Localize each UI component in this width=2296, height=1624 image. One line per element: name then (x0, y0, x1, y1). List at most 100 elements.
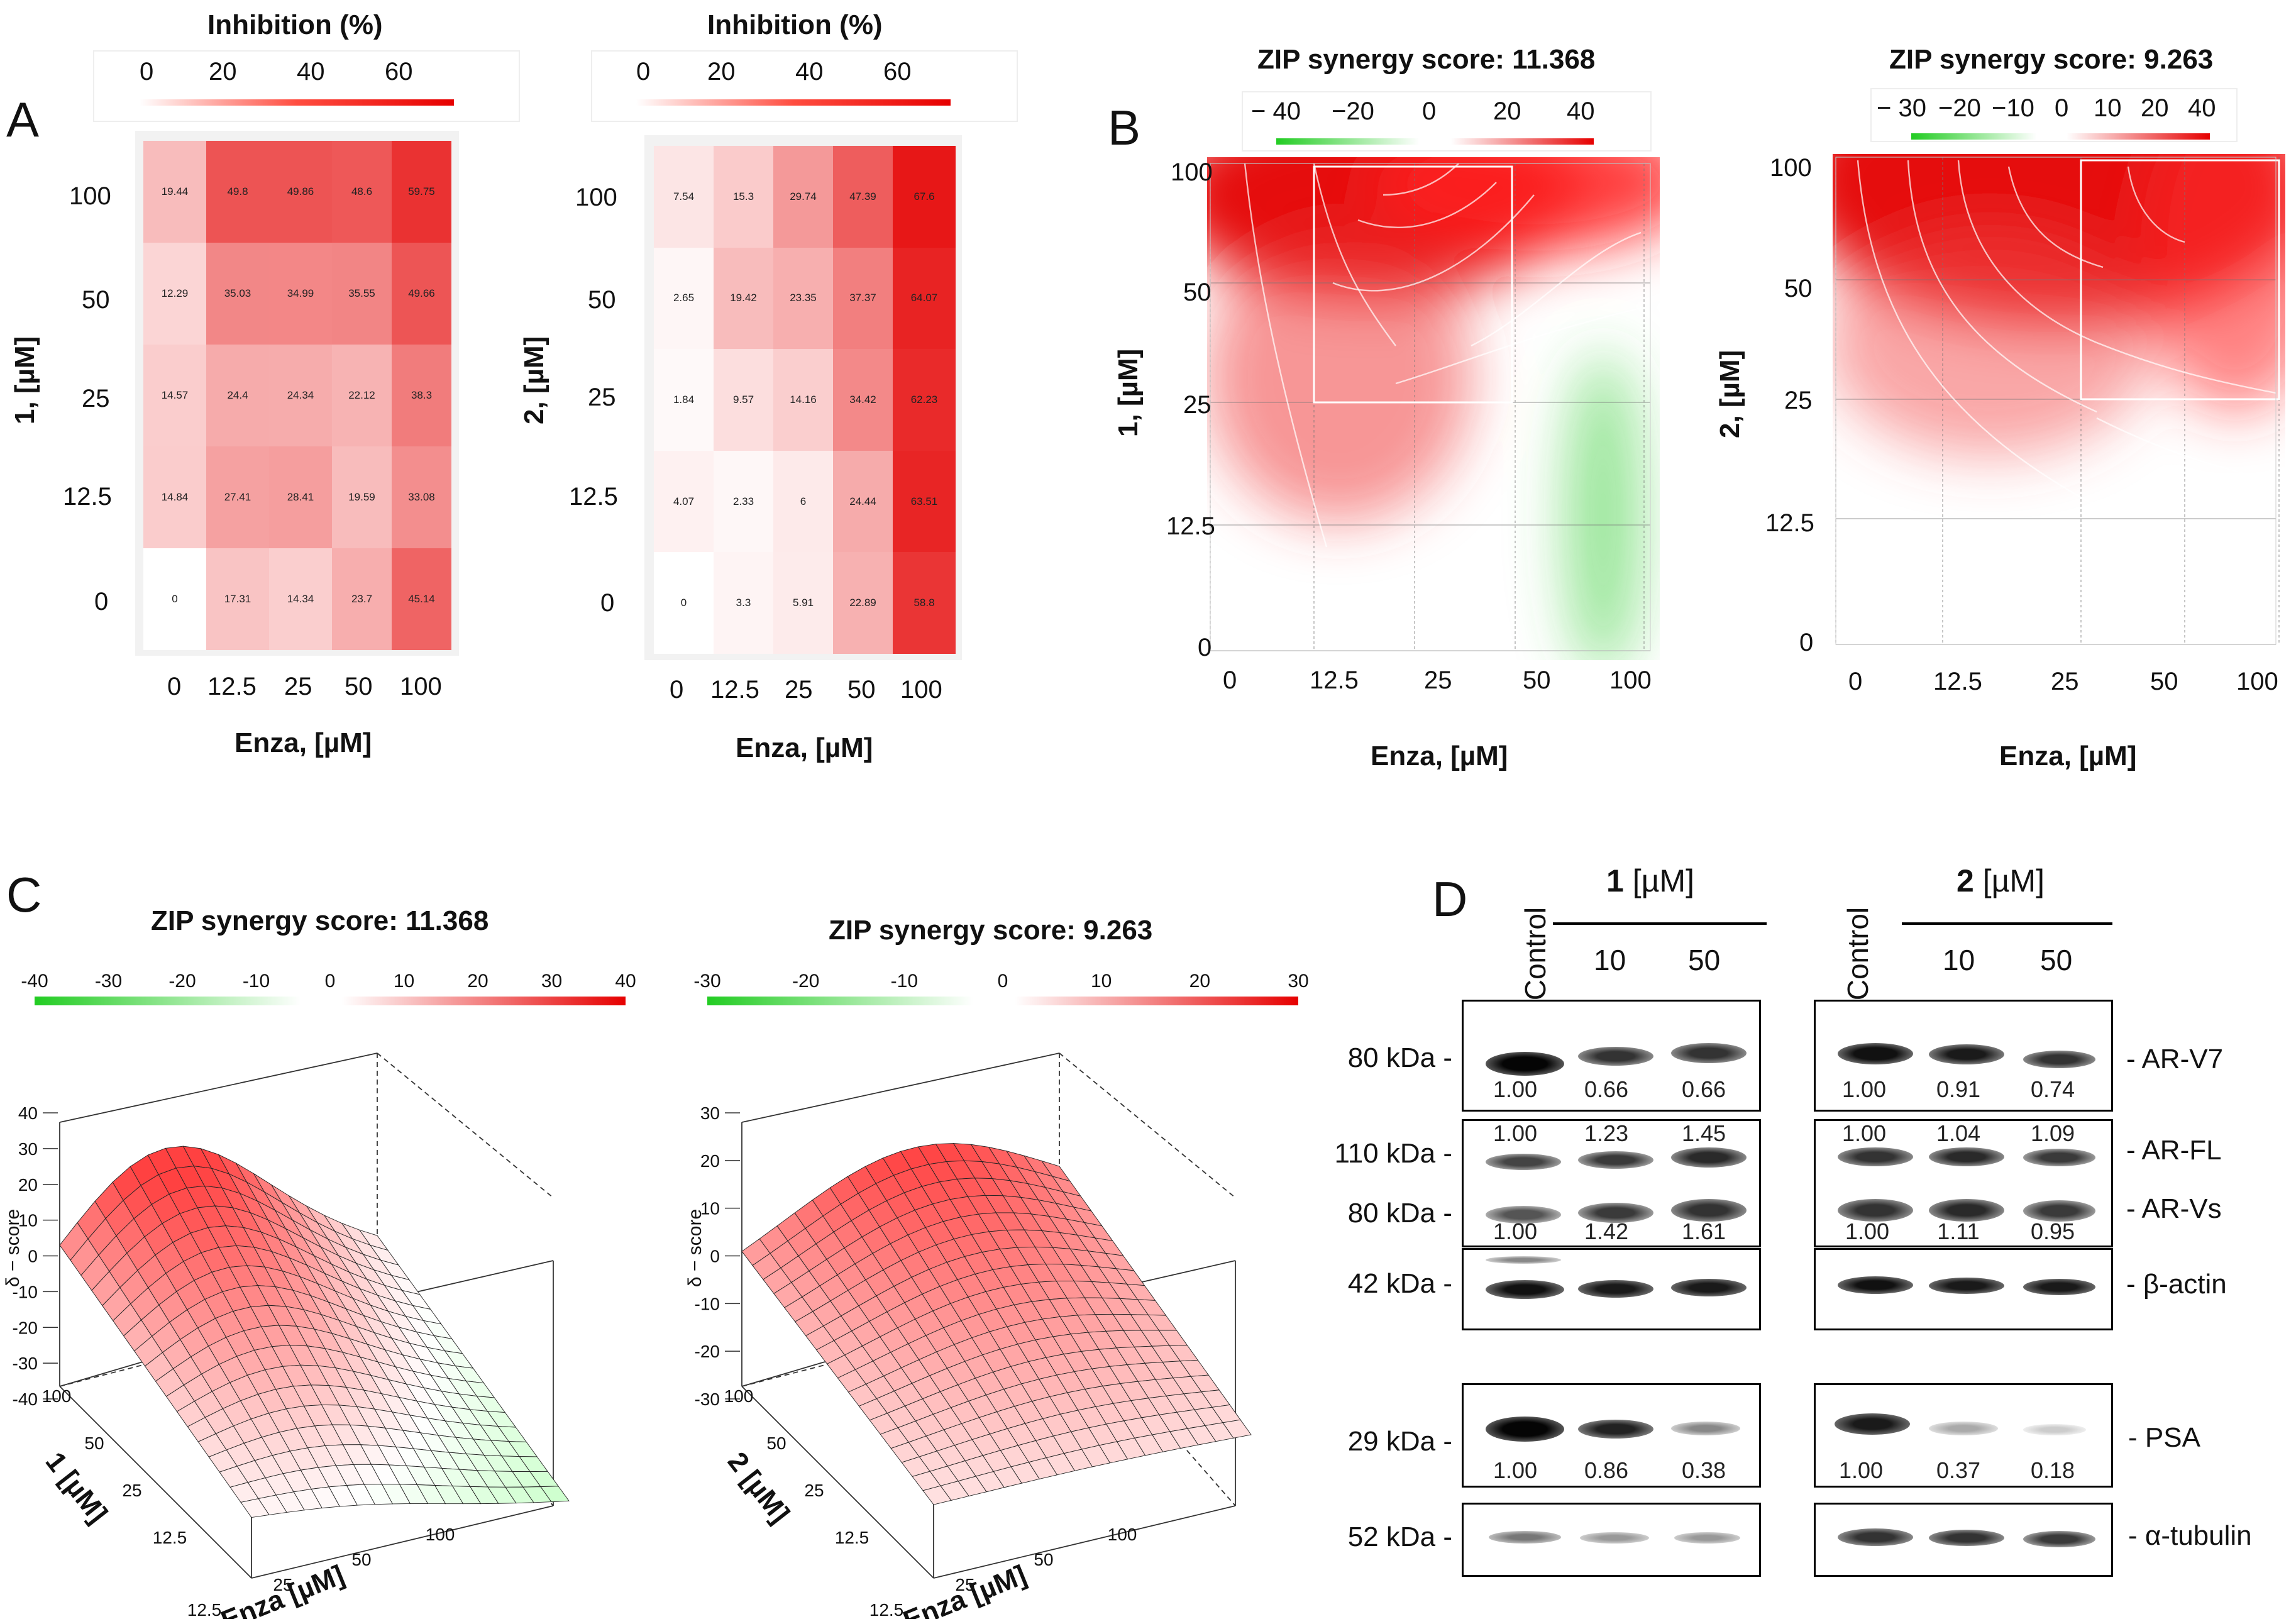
heatmap-cell: 14.57 (143, 345, 206, 446)
box-edge (933, 1505, 1236, 1579)
heatmap-cell: 45.14 (392, 548, 451, 650)
kda-arvs: 80 kDa - (1347, 1198, 1452, 1229)
heatmap-cell: 2.65 (654, 247, 714, 350)
quant-value: 0.66 (1681, 1076, 1726, 1102)
heatmap-cell: 24.44 (833, 450, 893, 553)
z-tick: 40 (18, 1103, 38, 1123)
heatmap-cell: 34.42 (833, 349, 893, 451)
dose-label: 50 (1688, 944, 1721, 976)
z-axis-label: δ − score (3, 1209, 23, 1287)
y-axis-label: 2 [µM] (722, 1447, 795, 1529)
group1-header: 1 [µM] (1606, 863, 1694, 899)
panel-b-left-contour (1207, 157, 1660, 660)
x-axis-label: Enza [µM] (217, 1559, 349, 1619)
y-tick: 50 (1784, 275, 1813, 302)
y-tick: 50 (766, 1433, 786, 1453)
y-tick: 25 (1784, 387, 1813, 414)
heatmap-cell: 48.6 (332, 141, 392, 243)
panel-b-right-x-label: Enza, [µM] (1999, 741, 2137, 771)
contour-line (2096, 417, 2277, 482)
heatmap-cell: 1.84 (654, 349, 714, 451)
kda-actin: 42 kDa - (1347, 1268, 1452, 1299)
heatmap-cell: 22.89 (833, 552, 893, 654)
contour-line (2127, 166, 2185, 243)
legend-tick: −20 (1938, 94, 1981, 122)
z-tick: -30 (695, 1389, 720, 1409)
heatmap-cell: 7.54 (654, 146, 714, 248)
quant-value: 1.00 (1841, 1076, 1887, 1102)
x-tick: 12.5 (1933, 668, 1982, 695)
heatmap-cell: 34.99 (269, 243, 332, 345)
heatmap-cell: 3.3 (714, 552, 773, 654)
quant-value: 0.38 (1681, 1457, 1726, 1483)
legend-tick: 40 (297, 58, 325, 86)
z-tick: -20 (695, 1342, 720, 1361)
y-tick: 12.5 (1765, 509, 1814, 537)
panel-a-letter: A (6, 92, 40, 147)
synergy-region (2141, 154, 2285, 412)
y-tick: 100 (1171, 158, 1213, 186)
heatmap-cell: 14.16 (773, 349, 833, 451)
panel-b-left-colorbar (1276, 138, 1594, 145)
blot-tubulin-2 (1814, 1503, 2113, 1577)
x-tick: 12.5 (187, 1600, 222, 1619)
panel-b-left-legend-box (1242, 91, 1652, 152)
y-tick: 12.5 (835, 1528, 869, 1547)
y-axis-label: 1 [µM] (40, 1447, 113, 1529)
legend-tick: -20 (792, 971, 819, 992)
quant-value: 1.00 (1838, 1457, 1884, 1483)
contour-line (1357, 182, 1497, 228)
blot-ar-1 (1462, 1119, 1761, 1247)
heatmap-cell: 17.31 (206, 548, 269, 650)
heatmap-cell: 14.84 (143, 446, 206, 548)
x-tick: 50 (345, 673, 373, 700)
blot-ar-2 (1814, 1119, 2113, 1247)
panel-c-letter: C (6, 867, 42, 922)
legend-tick: -20 (168, 971, 196, 992)
x-tick: 50 (2150, 668, 2178, 695)
panel-b-letter: B (1108, 100, 1141, 155)
surface-mesh (59, 1146, 570, 1518)
band-label-arvs: - AR-Vs (2126, 1193, 2222, 1224)
z-tick: -10 (695, 1294, 720, 1313)
legend-tick: 0 (2055, 94, 2069, 122)
control-label-1: Control (1519, 907, 1552, 1001)
quant-value: 1.45 (1681, 1120, 1726, 1146)
synergy-field (1207, 157, 1660, 660)
y-tick: 12.5 (569, 483, 618, 511)
contour-line (2007, 166, 2104, 268)
group2-compound: 2 (1957, 863, 1974, 898)
y-tick: 50 (82, 286, 110, 314)
group1-line (1553, 922, 1767, 925)
legend-tick: -10 (243, 971, 270, 992)
quant-value: 1.00 (1493, 1218, 1538, 1244)
quant-value: 1.09 (2030, 1120, 2075, 1146)
legend-bar (707, 997, 1298, 1005)
legend-tick: -40 (21, 971, 48, 992)
y-tick: 0 (600, 589, 615, 617)
y-tick: 100 (42, 1386, 72, 1406)
heatmap-cell: 29.74 (773, 146, 833, 248)
quant-value: 0.37 (1936, 1457, 1981, 1483)
box-edge (741, 1052, 1060, 1123)
blot-arv7-1 (1462, 1000, 1761, 1112)
x-tick: 100 (400, 673, 442, 700)
x-tick: 0 (167, 673, 182, 700)
surface-facet (540, 1486, 570, 1503)
heatmap-cell: 24.34 (269, 345, 332, 446)
quant-value: 1.00 (1845, 1218, 1890, 1244)
y-tick: 50 (84, 1433, 104, 1453)
legend-tick: 10 (2094, 94, 2122, 122)
legend-tick: -30 (95, 971, 122, 992)
panel-a-left-y-label: 1, [µM] (9, 336, 40, 424)
y-tick: 12.5 (153, 1528, 187, 1547)
contour-line (1907, 160, 2097, 413)
contour-line (2096, 341, 2277, 394)
heatmap-cell: 49.66 (392, 243, 451, 345)
legend-tick: 30 (1288, 971, 1308, 992)
z-tick: -30 (13, 1354, 38, 1373)
legend-tick: 10 (1091, 971, 1112, 992)
legend-tick: 0 (636, 58, 651, 86)
quant-value: 1.23 (1584, 1120, 1629, 1146)
panel-a-right-heatmap: 7.54 15.3 29.74 47.39 67.6 2.65 19.42 23.35 37.3… (654, 146, 956, 654)
